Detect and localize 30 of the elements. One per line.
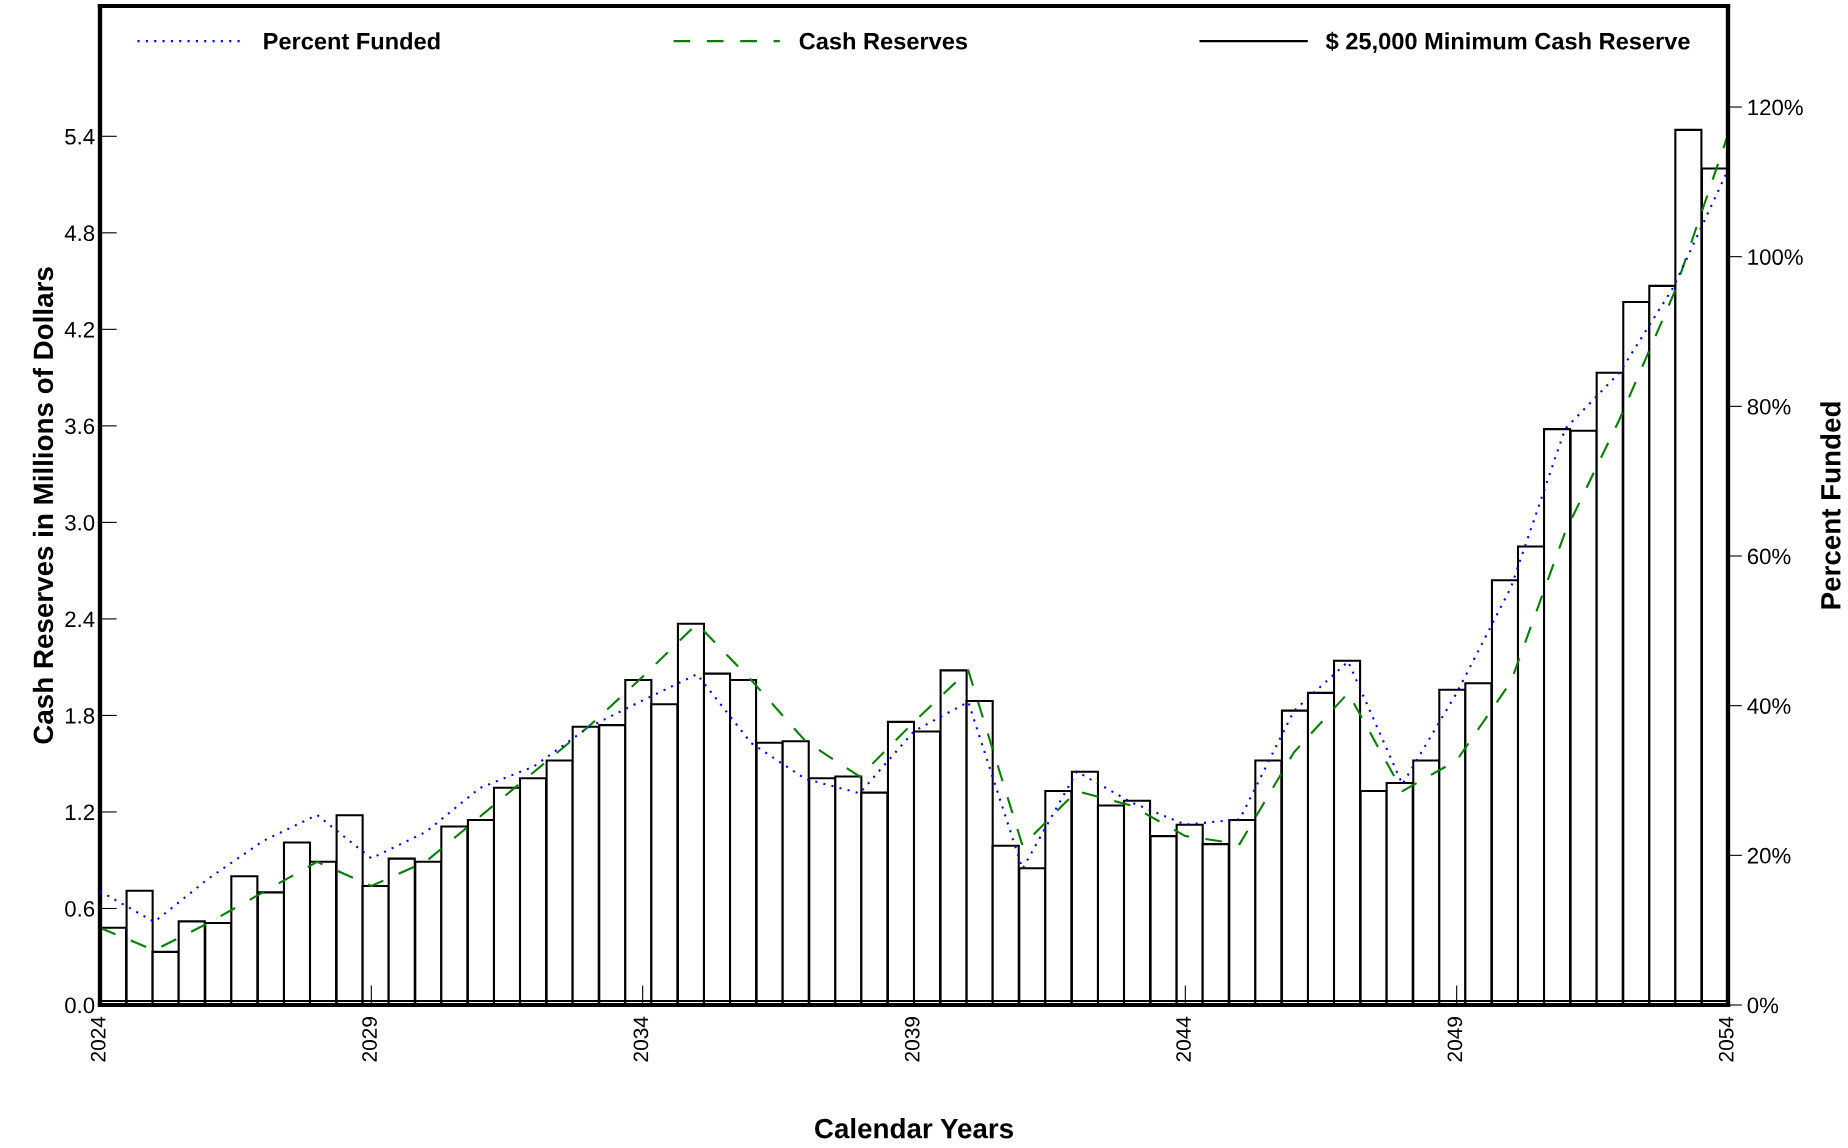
legend-label: $ 25,000 Minimum Cash Reserve — [1325, 31, 1690, 54]
y-tick-label: 4.2 — [64, 321, 95, 338]
y2-tick-label: 120% — [1748, 99, 1803, 116]
y-tick-label: 0.6 — [65, 901, 95, 917]
y-tick-label: 1.8 — [65, 707, 95, 724]
y2-tick-label: 0% — [1747, 997, 1779, 1014]
y2-tick-label: 20% — [1747, 847, 1791, 864]
legend-label: Percent Funded — [264, 32, 440, 50]
x-tick-label: 2039 — [904, 1017, 920, 1062]
y-axis-title: Cash Reserves in Millions of Dollars — [32, 267, 54, 744]
x-tick-label: 2029 — [362, 1017, 377, 1062]
x-tick-label: 2044 — [1176, 1016, 1191, 1062]
y2-axis-title: Percent Funded — [1820, 402, 1841, 609]
x-tick-label: 2034 — [633, 1016, 649, 1062]
y2-tick-label: 40% — [1747, 698, 1791, 714]
x-axis-title: Calendar Years — [815, 1118, 1013, 1139]
y2-tick-label: 60% — [1747, 548, 1791, 565]
y-tick-label: 3.0 — [65, 514, 95, 531]
legend-label: Cash Reserves — [799, 32, 968, 50]
y2-tick-label: 100% — [1748, 249, 1803, 265]
x-tick-label: 2024 — [90, 1016, 106, 1062]
x-tick-label: 2049 — [1447, 1017, 1463, 1062]
y-tick-label: 0.0 — [65, 997, 95, 1014]
y-tick-label: 5.4 — [65, 129, 95, 145]
y2-tick-label: 80% — [1747, 398, 1791, 415]
y-tick-label: 4.8 — [64, 225, 95, 242]
y-tick-label: 1.2 — [65, 804, 95, 821]
y-tick-label: 2.4 — [65, 611, 95, 627]
x-tick-label: 2054 — [1718, 1016, 1734, 1062]
y-tick-label: 3.6 — [65, 418, 95, 435]
